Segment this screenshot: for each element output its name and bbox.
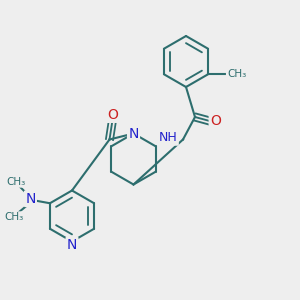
Text: CH₃: CH₃ <box>227 69 246 79</box>
Text: O: O <box>210 115 221 128</box>
Text: O: O <box>107 108 118 122</box>
Text: N: N <box>128 127 139 140</box>
Text: CH₃: CH₃ <box>6 177 26 187</box>
Text: CH₃: CH₃ <box>4 212 23 222</box>
Text: NH: NH <box>159 131 178 145</box>
Text: N: N <box>25 192 36 206</box>
Text: N: N <box>67 238 77 252</box>
